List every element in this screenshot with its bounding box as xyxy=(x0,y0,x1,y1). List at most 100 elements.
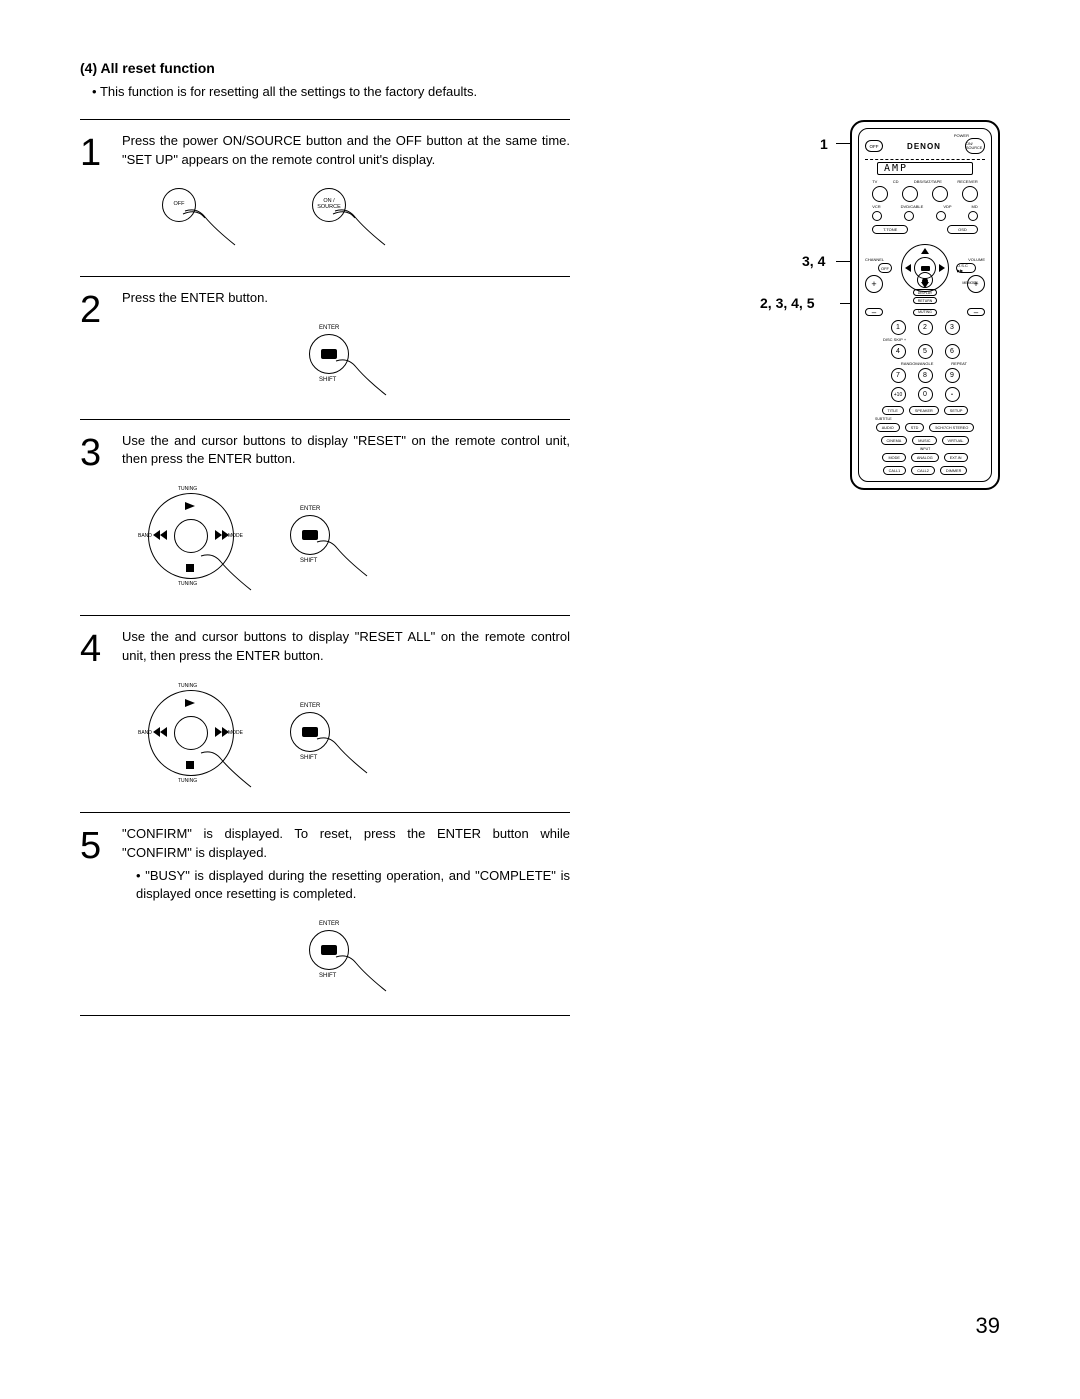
src-label: MD xyxy=(972,204,978,209)
step-text: Use the and cursor buttons to display "R… xyxy=(122,432,570,470)
cursor-pad-illustration: TUNING BAND MODE TUNING xyxy=(142,684,252,794)
step-number: 5 xyxy=(80,825,122,997)
muting-button: MUTING xyxy=(913,309,937,316)
keypad-5: 5 xyxy=(918,344,933,359)
dpad-label: TUNING xyxy=(178,683,197,690)
keypad-9: 9 xyxy=(945,368,960,383)
source-button xyxy=(936,211,946,221)
on-source-button-illustration: ON / SOURCE xyxy=(312,188,402,258)
press-hand-icon xyxy=(331,356,391,406)
source-button xyxy=(968,211,978,221)
channel-down: – xyxy=(865,308,883,316)
dpad-off: OFF xyxy=(878,263,892,273)
left-icon xyxy=(903,264,911,272)
play-icon xyxy=(182,698,198,708)
callout-34: 3, 4 xyxy=(802,253,825,269)
keypad-0: 0 xyxy=(918,387,933,402)
enter-label: ENTER xyxy=(319,920,339,929)
up-icon xyxy=(921,248,929,254)
key-label: DISC SKIP + xyxy=(883,337,906,342)
off-button-illustration: OFF xyxy=(162,188,252,258)
source-button xyxy=(872,186,888,202)
src-label: VDP xyxy=(943,204,951,209)
enter-label: ENTER xyxy=(300,702,320,711)
oval-button: 5CH/7CH STEREO xyxy=(929,423,974,432)
steps-container: 1 Press the power ON/SOURCE button and t… xyxy=(80,119,570,1016)
oval-button: STD xyxy=(905,423,925,432)
callout-2345: 2, 3, 4, 5 xyxy=(760,295,814,311)
callout-1: 1 xyxy=(820,136,828,152)
dpad-label: TUNING xyxy=(178,581,197,588)
step-sub-bullet: "BUSY" is displayed during the resetting… xyxy=(136,867,570,905)
source-button xyxy=(872,211,882,221)
oval-button: MUSIC xyxy=(912,436,936,445)
dpad-label: MODE xyxy=(228,533,243,540)
press-hand-icon xyxy=(196,551,256,601)
dpad-label: BAND xyxy=(138,730,152,737)
step-number: 3 xyxy=(80,432,122,598)
pill-button: OSD xyxy=(947,225,978,234)
keypad-6: 6 xyxy=(945,344,960,359)
return-button: RETURN xyxy=(913,297,938,304)
src-label: VCR xyxy=(872,204,880,209)
keypad-7: 7 xyxy=(891,368,906,383)
oval-button: AUDIO xyxy=(876,423,900,432)
press-hand-icon xyxy=(330,206,390,256)
oval-button: DIMMER xyxy=(940,466,967,475)
dpad-label: BAND xyxy=(138,533,152,540)
src-label: DBS/SAT/TAPE xyxy=(914,179,942,184)
ff-icon xyxy=(214,726,230,738)
page-number: 39 xyxy=(976,1313,1000,1339)
oval-button: EXT.IN xyxy=(944,453,968,462)
src-label: DVD/CABLE xyxy=(901,204,924,209)
dpad-label: MODE xyxy=(228,730,243,737)
step-text: Use the and cursor buttons to display "R… xyxy=(122,628,570,666)
keypad-10: +10 xyxy=(891,387,906,402)
enter-button-illustration: ENTER SHIFT xyxy=(282,704,372,779)
source-button xyxy=(962,186,978,202)
source-button xyxy=(902,186,918,202)
remote-off-button: OFF xyxy=(865,140,883,152)
enter-button-illustration: ENTER SHIFT xyxy=(301,326,391,401)
remote-on-button: ON/ SOURCE xyxy=(965,138,985,154)
source-button xyxy=(904,211,914,221)
dpad-label: TUNING xyxy=(178,486,197,493)
keypad-1: 1 xyxy=(891,320,906,335)
step-text: Press the ENTER button. xyxy=(122,289,570,308)
rew-icon xyxy=(152,529,168,541)
keypad-8: 8 xyxy=(918,368,933,383)
src-label: TV xyxy=(872,179,877,184)
step-number: 1 xyxy=(80,132,122,258)
src-label: CD xyxy=(893,179,899,184)
channel-label: CHANNEL xyxy=(865,257,884,262)
step-2: 2 Press the ENTER button. ENTER SHIFT xyxy=(80,277,570,420)
oval-button: CALL1 xyxy=(883,466,907,475)
keypad-enter: • xyxy=(945,387,960,402)
dpad-osc: O.S.C ▶▶ xyxy=(956,263,976,273)
press-hand-icon xyxy=(312,734,372,784)
oval-button: MODE xyxy=(882,453,905,462)
remote-body: POWER OFF DENON ON/ SOURCE AMP TV CD DBS… xyxy=(850,120,1000,490)
subtitle-label: SUBTITLE xyxy=(875,417,892,421)
step-5: 5 "CONFIRM" is displayed. To reset, pres… xyxy=(80,813,570,1016)
remote-dpad: OFF O.S.C ▶▶ MEMORY xyxy=(890,239,960,254)
enter-button-illustration: ENTER SHIFT xyxy=(282,507,372,582)
cursor-pad-illustration: TUNING BAND MODE TUNING xyxy=(142,487,252,597)
right-icon xyxy=(939,264,947,272)
key-label: RANDOM/ANGLE xyxy=(901,361,933,366)
press-hand-icon xyxy=(312,537,372,587)
volume-label: VOLUME xyxy=(968,257,985,262)
enter-center xyxy=(917,272,933,288)
oval-button: CALL2 xyxy=(911,466,935,475)
step-number: 4 xyxy=(80,628,122,794)
step-1: 1 Press the power ON/SOURCE button and t… xyxy=(80,120,570,277)
oval-button: ANALOG xyxy=(911,453,939,462)
section-heading: (4) All reset function xyxy=(80,60,1000,76)
step-number: 2 xyxy=(80,289,122,401)
ff-icon xyxy=(214,529,230,541)
play-icon xyxy=(182,501,198,511)
enter-button-illustration: ENTER SHIFT xyxy=(301,922,391,997)
step-4: 4 Use the and cursor buttons to display … xyxy=(80,616,570,813)
remote-screen: AMP xyxy=(877,162,973,175)
enter-label: ENTER xyxy=(300,505,320,514)
